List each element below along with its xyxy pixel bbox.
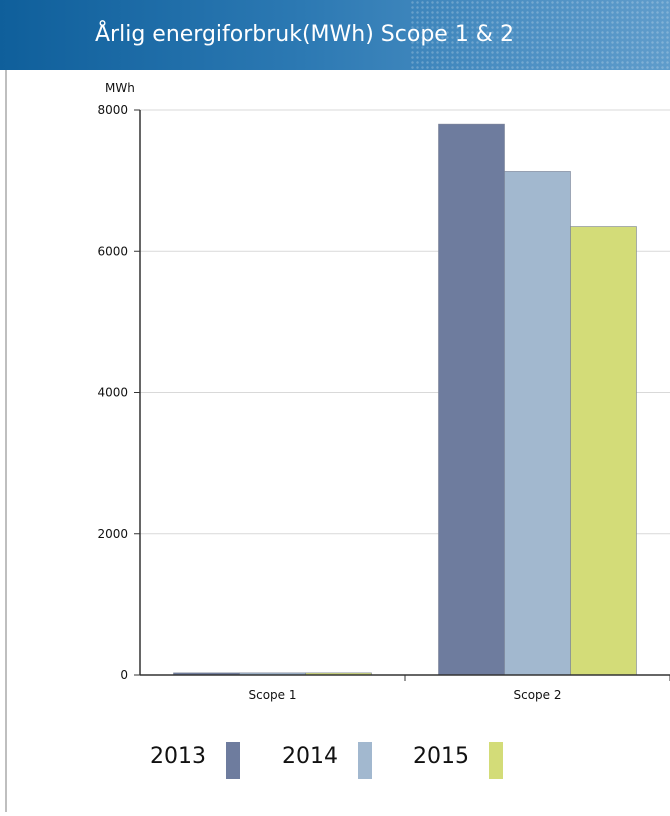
legend-label: 2014	[282, 744, 338, 769]
bar-chart: MWh 0 2000 4000 6000 8000 Scope 1 Scope 2	[97, 81, 670, 702]
x-tick-label: Scope 2	[513, 688, 561, 702]
y-tick-label: 6000	[97, 244, 128, 258]
chart-panel: MWh 0 2000 4000 6000 8000 Scope 1 Scope 2	[5, 70, 670, 812]
legend-label: 2013	[150, 744, 206, 769]
y-tick-label: 8000	[97, 103, 128, 117]
bar-scope-2-2014	[504, 171, 571, 676]
legend-swatch	[358, 742, 372, 779]
y-tick-label: 4000	[97, 386, 128, 400]
y-tick-label: 0	[120, 668, 128, 682]
chart-title: Årlig energiforbruk(MWh) Scope 1 & 2	[95, 22, 514, 47]
legend-label: 2015	[413, 744, 469, 769]
legend-swatch	[489, 742, 503, 779]
y-tick-label: 2000	[97, 527, 128, 541]
x-tick-label: Scope 1	[248, 688, 296, 702]
chart-legend: 2013 2014 2015	[0, 740, 670, 780]
bar-scope-2-2013	[438, 123, 505, 676]
legend-swatch	[226, 742, 240, 779]
chart-header: Årlig energiforbruk(MWh) Scope 1 & 2	[0, 0, 670, 70]
y-axis-label: MWh	[105, 81, 135, 95]
bar-scope-2-2015	[570, 226, 637, 676]
